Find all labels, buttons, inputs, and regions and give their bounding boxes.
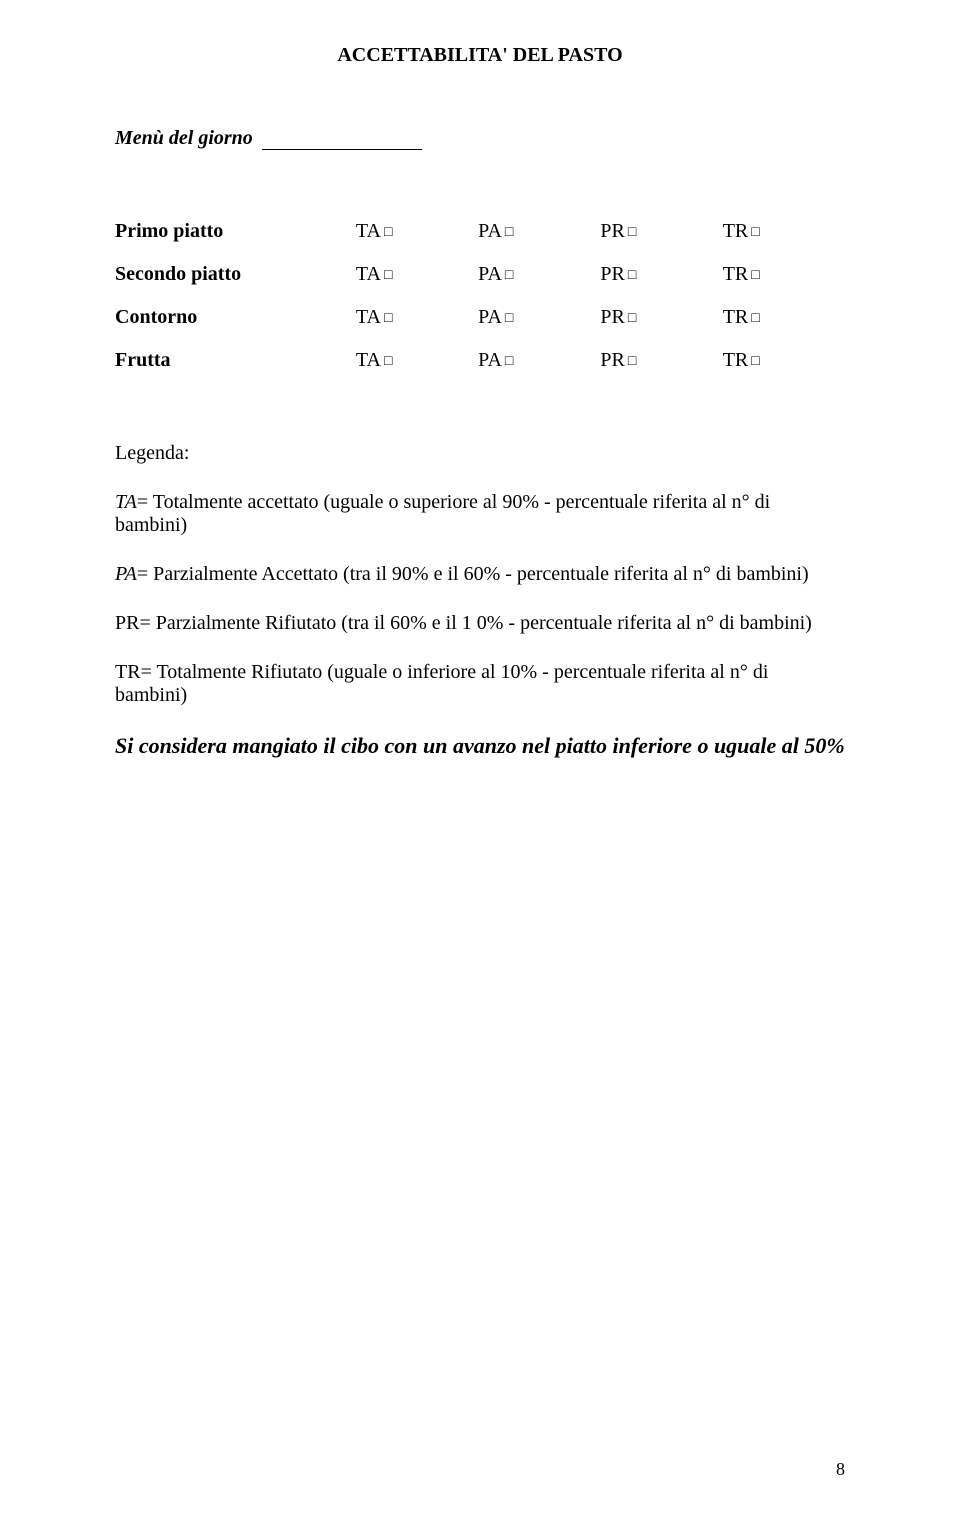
menu-del-giorno-line: Menù del giorno: [115, 127, 845, 150]
rating-option: PA□: [478, 339, 600, 382]
option-code: PA: [478, 263, 502, 285]
page-number: 8: [836, 1459, 845, 1480]
legend-line: TR= Totalmente Rifiutato (uguale o infer…: [115, 661, 845, 707]
option-code: PR: [600, 263, 624, 285]
rating-option: PA□: [478, 253, 600, 296]
legend-code: TA: [115, 491, 137, 513]
rating-option: PA□: [478, 210, 600, 253]
rating-option: TR□: [723, 253, 845, 296]
option-code: PR: [600, 306, 624, 328]
rating-option: TA□: [356, 253, 478, 296]
rating-option: TA□: [356, 210, 478, 253]
rating-option: PR□: [600, 253, 722, 296]
legend-line: PR= Parzialmente Rifiutato (tra il 60% e…: [115, 612, 845, 635]
table-row: Secondo piattoTA□PA□PR□TR□: [115, 253, 845, 296]
legend-heading: Legenda:: [115, 442, 845, 465]
legend-line: PA= Parzialmente Accettato (tra il 90% e…: [115, 563, 845, 586]
legend-code: TR: [115, 661, 141, 683]
option-code: TR: [723, 220, 749, 242]
rating-option: TR□: [723, 210, 845, 253]
option-code: PA: [478, 220, 502, 242]
legend-code: PR: [115, 612, 139, 634]
legend-container: TA= Totalmente accettato (uguale o super…: [115, 491, 845, 707]
checkbox-icon[interactable]: □: [628, 352, 636, 368]
checkbox-icon[interactable]: □: [505, 266, 513, 282]
option-code: TA: [356, 306, 381, 328]
checkbox-icon[interactable]: □: [628, 266, 636, 282]
legend-text: = Parzialmente Rifiutato (tra il 60% e i…: [139, 612, 811, 634]
option-code: PA: [478, 349, 502, 371]
checkbox-icon[interactable]: □: [751, 266, 759, 282]
rating-option: TA□: [356, 296, 478, 339]
page-title: ACCETTABILITA' DEL PASTO: [115, 44, 845, 67]
rating-option: PR□: [600, 210, 722, 253]
checkbox-icon[interactable]: □: [384, 309, 392, 325]
legend-text: = Parzialmente Accettato (tra il 90% e i…: [137, 563, 809, 585]
ratings-table: Primo piattoTA□PA□PR□TR□Secondo piattoTA…: [115, 210, 845, 382]
legend-text: = Totalmente Rifiutato (uguale o inferio…: [115, 661, 768, 706]
checkbox-icon[interactable]: □: [505, 223, 513, 239]
checkbox-icon[interactable]: □: [751, 352, 759, 368]
row-label: Frutta: [115, 339, 356, 382]
checkbox-icon[interactable]: □: [384, 352, 392, 368]
rating-option: PA□: [478, 296, 600, 339]
table-row: ContornoTA□PA□PR□TR□: [115, 296, 845, 339]
legend-code: PA: [115, 563, 137, 585]
option-code: TA: [356, 263, 381, 285]
rating-option: TR□: [723, 339, 845, 382]
checkbox-icon[interactable]: □: [384, 266, 392, 282]
rating-option: PR□: [600, 339, 722, 382]
row-label: Secondo piatto: [115, 253, 356, 296]
legend-line: TA= Totalmente accettato (uguale o super…: [115, 491, 845, 537]
legend-text: = Totalmente accettato (uguale o superio…: [115, 491, 770, 536]
checkbox-icon[interactable]: □: [505, 352, 513, 368]
option-code: TR: [723, 306, 749, 328]
rating-option: TA□: [356, 339, 478, 382]
option-code: TA: [356, 349, 381, 371]
menu-blank-line: [262, 149, 422, 150]
option-code: TA: [356, 220, 381, 242]
checkbox-icon[interactable]: □: [505, 309, 513, 325]
row-label: Primo piatto: [115, 210, 356, 253]
row-label: Contorno: [115, 296, 356, 339]
option-code: PR: [600, 220, 624, 242]
table-row: Primo piattoTA□PA□PR□TR□: [115, 210, 845, 253]
rating-option: PR□: [600, 296, 722, 339]
checkbox-icon[interactable]: □: [751, 223, 759, 239]
menu-label: Menù del giorno: [115, 127, 253, 149]
option-code: TR: [723, 349, 749, 371]
footer-note: Si considera mangiato il cibo con un ava…: [115, 733, 845, 759]
rating-option: TR□: [723, 296, 845, 339]
option-code: TR: [723, 263, 749, 285]
option-code: PA: [478, 306, 502, 328]
checkbox-icon[interactable]: □: [628, 309, 636, 325]
option-code: PR: [600, 349, 624, 371]
checkbox-icon[interactable]: □: [384, 223, 392, 239]
table-row: FruttaTA□PA□PR□TR□: [115, 339, 845, 382]
checkbox-icon[interactable]: □: [751, 309, 759, 325]
checkbox-icon[interactable]: □: [628, 223, 636, 239]
